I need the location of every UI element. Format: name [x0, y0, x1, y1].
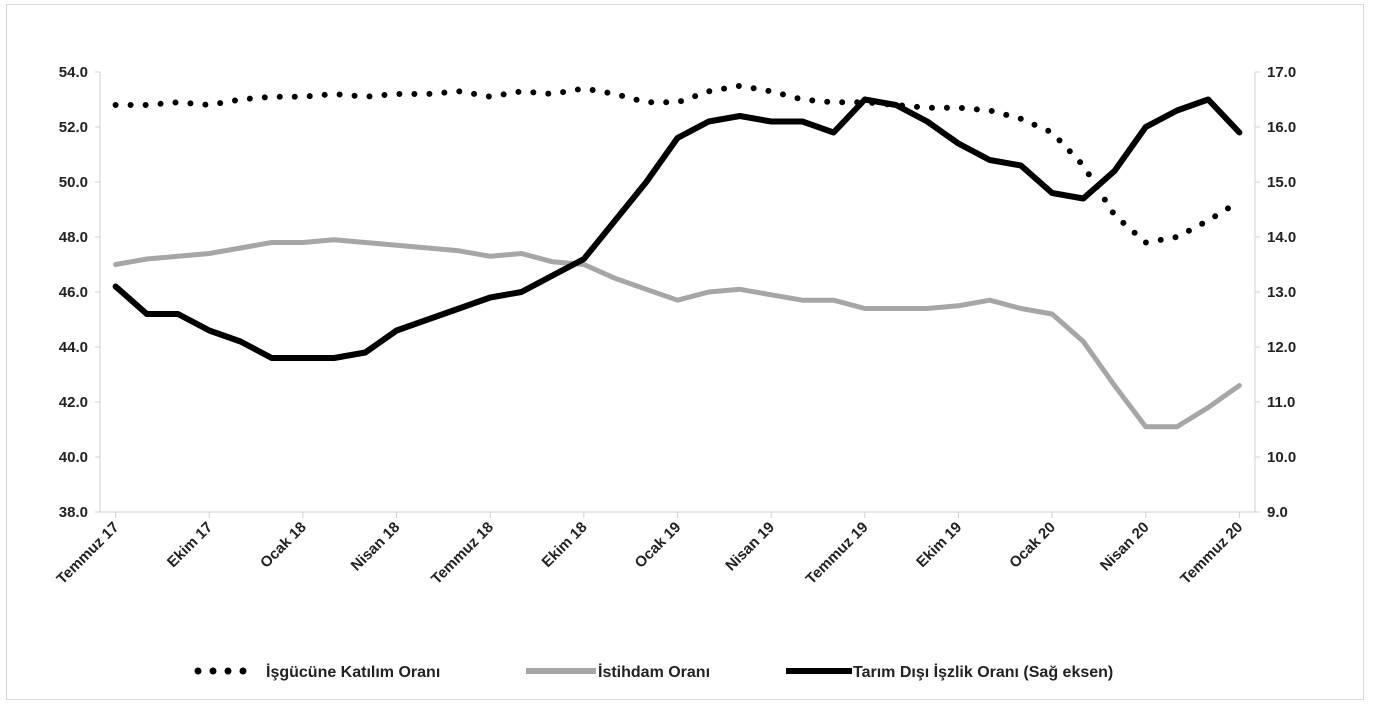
right-axis-tick-label: 10.0: [1267, 449, 1296, 466]
legend-label-3: Tarım Dışı İşzlik Oranı (Sağ eksen): [853, 663, 1113, 681]
left-axis-tick-label: 50.0: [59, 174, 88, 191]
x-axis-tick-label: Temmuz 18: [428, 519, 497, 588]
series-line-3: [112, 96, 1243, 361]
x-axis-tick-label: Ocak 20: [1006, 519, 1059, 572]
chart-legend: İşgücüne Katılım Oranı İstihdam Oranı Tarı…: [194, 663, 1113, 681]
x-axis-tick-label: Temmuz 20: [1177, 519, 1246, 588]
right-axis-tick-label: 13.0: [1267, 284, 1296, 301]
right-axis-tick-label: 17.0: [1267, 64, 1296, 81]
series-line-1: [112, 82, 1243, 246]
right-axis-tick-label: 14.0: [1267, 229, 1296, 246]
x-axis-tick-label: Nisan 18: [348, 519, 404, 575]
legend-label-1: İşgücüne Katılım Oranı: [266, 663, 440, 681]
x-axis-tick-label: Ocak 18: [257, 519, 310, 572]
left-axis-tick-label: 42.0: [59, 394, 88, 411]
right-axis-tick-label: 11.0: [1267, 394, 1295, 411]
chart-frame: [6, 4, 1364, 700]
right-axis-tick-label: 16.0: [1267, 119, 1296, 136]
x-axis-tick-label: Temmuz 19: [803, 519, 872, 588]
right-axis-tick-label: 15.0: [1267, 174, 1296, 191]
series-line-2: [113, 237, 1242, 430]
left-axis-tick-label: 38.0: [59, 504, 88, 521]
chart-series: [112, 82, 1243, 430]
x-axis-tick-label: Ocak 19: [632, 519, 685, 572]
left-axis-tick-label: 46.0: [59, 284, 88, 301]
left-axis-tick-label: 54.0: [59, 64, 88, 81]
legend-label-2: İstihdam Oranı: [598, 663, 710, 681]
x-axis-tick-label: Temmuz 17: [53, 519, 122, 588]
x-axis-tick-label: Ekim 18: [539, 519, 591, 571]
left-axis-tick-label: 52.0: [59, 119, 88, 136]
left-axis-tick-label: 48.0: [59, 229, 88, 246]
left-axis-tick-label: 44.0: [59, 339, 88, 356]
left-axis-tick-label: 40.0: [59, 449, 88, 466]
right-axis-tick-label: 12.0: [1267, 339, 1296, 356]
x-axis-tick-label: Nisan 19: [722, 519, 778, 575]
x-axis-tick-label: Ekim 17: [164, 519, 216, 571]
x-axis-tick-label: Nisan 20: [1097, 519, 1153, 575]
right-axis-tick-label: 9.0: [1267, 504, 1288, 521]
x-axis-tick-label: Ekim 19: [913, 519, 965, 571]
